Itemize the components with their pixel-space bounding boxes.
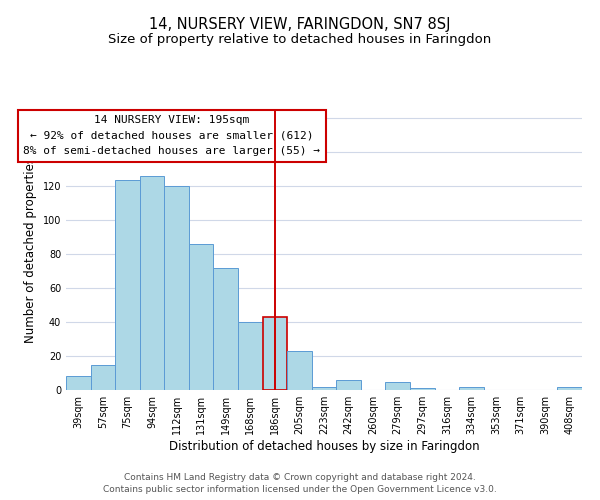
Text: Contains public sector information licensed under the Open Government Licence v3: Contains public sector information licen… — [103, 486, 497, 494]
Text: Size of property relative to detached houses in Faringdon: Size of property relative to detached ho… — [109, 32, 491, 46]
Y-axis label: Number of detached properties: Number of detached properties — [24, 157, 37, 343]
Bar — [459, 386, 484, 390]
Bar — [263, 317, 287, 390]
Bar — [91, 364, 115, 390]
Bar — [66, 376, 91, 390]
Bar — [312, 386, 336, 390]
Bar — [410, 388, 434, 390]
Bar — [336, 380, 361, 390]
Bar — [189, 244, 214, 390]
Bar — [164, 186, 189, 390]
Bar — [557, 386, 582, 390]
Bar — [140, 176, 164, 390]
Text: 14 NURSERY VIEW: 195sqm
← 92% of detached houses are smaller (612)
8% of semi-de: 14 NURSERY VIEW: 195sqm ← 92% of detache… — [23, 115, 320, 156]
Text: Contains HM Land Registry data © Crown copyright and database right 2024.: Contains HM Land Registry data © Crown c… — [124, 473, 476, 482]
Bar — [385, 382, 410, 390]
Text: 14, NURSERY VIEW, FARINGDON, SN7 8SJ: 14, NURSERY VIEW, FARINGDON, SN7 8SJ — [149, 18, 451, 32]
Bar — [115, 180, 140, 390]
Bar — [238, 322, 263, 390]
Bar — [287, 351, 312, 390]
Bar — [214, 268, 238, 390]
X-axis label: Distribution of detached houses by size in Faringdon: Distribution of detached houses by size … — [169, 440, 479, 453]
